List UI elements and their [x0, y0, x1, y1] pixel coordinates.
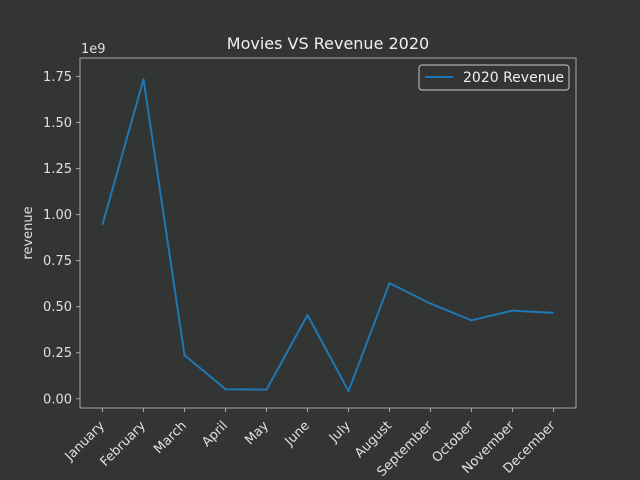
legend-box: [418, 64, 570, 91]
y-tick-label: 1.50: [43, 116, 72, 131]
y-tick-label: 1.75: [43, 70, 72, 85]
y-tick-label: 0.25: [43, 346, 72, 361]
x-tick-label: July: [326, 418, 354, 446]
chart-title: Movies VS Revenue 2020: [227, 34, 429, 53]
x-tick-label: February: [98, 418, 150, 470]
series-line: [101, 78, 554, 393]
x-tick-label: April: [199, 418, 231, 450]
y-tick-label: 0.50: [43, 300, 72, 315]
y-axis-label: revenue: [21, 206, 36, 259]
x-tick-label: March: [151, 418, 190, 457]
y-tick-label: 1.00: [43, 208, 72, 223]
x-tick-label: June: [282, 418, 313, 449]
x-tick-label: May: [242, 418, 272, 448]
series-layer: [101, 78, 554, 393]
legend-label: 2020 Revenue: [463, 70, 564, 86]
y-axis: 0.00 0.25 0.50 0.75 1.00 1.25 1.50 1.75: [43, 70, 80, 407]
plot-frame: [79, 57, 577, 409]
y-offset-text: 1e9: [81, 42, 106, 57]
legend: 2020 Revenue: [418, 64, 570, 91]
y-tick-label: 0.00: [43, 392, 72, 407]
y-tick-label: 0.75: [43, 254, 72, 269]
y-tick-label: 1.25: [43, 162, 72, 177]
